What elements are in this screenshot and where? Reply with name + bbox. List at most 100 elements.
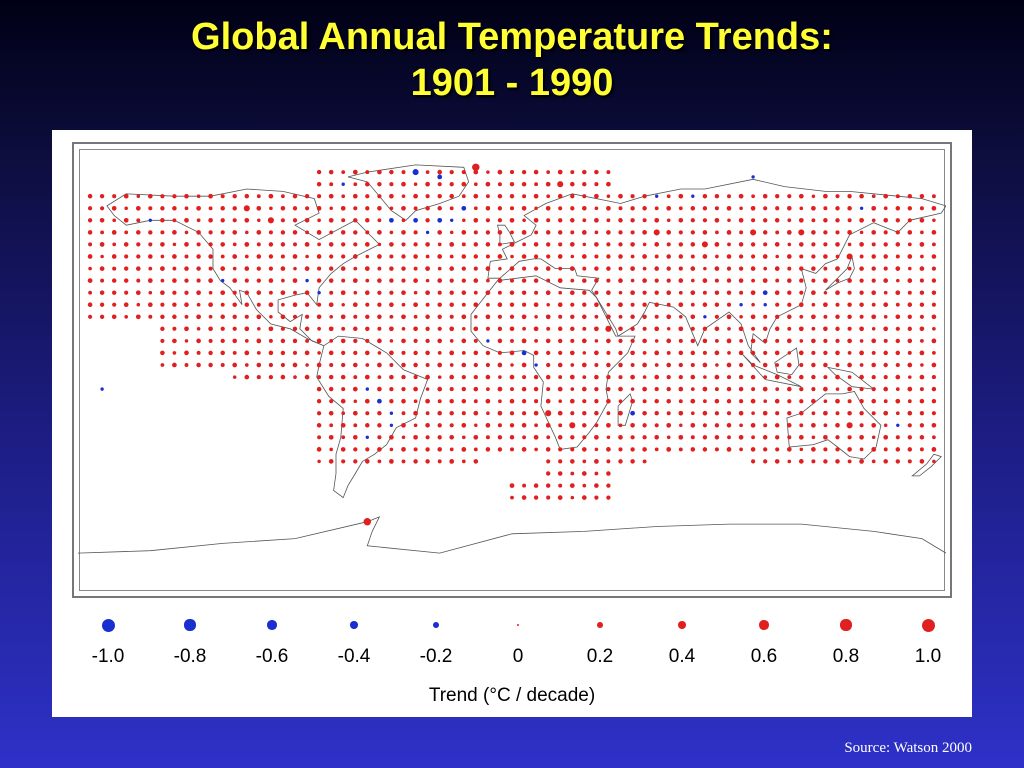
warming-trend-dot <box>461 181 467 187</box>
warming-trend-dot <box>377 423 382 428</box>
warming-trend-dot <box>558 483 563 488</box>
warming-trend-dot <box>123 242 129 247</box>
warming-trend-dot <box>413 375 418 380</box>
warming-trend-dot <box>268 266 273 271</box>
warming-trend-dot <box>702 423 707 428</box>
warming-trend-dot <box>160 350 165 356</box>
warming-trend-dot <box>606 314 611 320</box>
warming-trend-dot <box>521 386 527 392</box>
warming-trend-dot <box>317 351 321 355</box>
warming-trend-dot <box>932 326 936 331</box>
warming-trend-dot <box>739 230 744 235</box>
warming-trend-dot <box>401 326 406 331</box>
warming-trend-dot <box>196 302 201 307</box>
warming-trend-dot <box>243 205 250 212</box>
warming-trend-dot <box>594 230 599 235</box>
warming-trend-dot <box>871 314 877 320</box>
warming-trend-dot <box>630 278 635 283</box>
warming-trend-dot <box>244 363 249 367</box>
warming-trend-dot <box>244 242 250 247</box>
warming-trend-dot <box>811 278 816 283</box>
warming-trend-dot <box>775 302 780 307</box>
legend-label: 0 <box>512 646 524 667</box>
warming-trend-dot <box>907 206 912 211</box>
warming-trend-dot <box>859 339 864 343</box>
warming-trend-dot <box>630 230 635 235</box>
warming-trend-dot <box>172 266 177 271</box>
cooling-trend-dot <box>305 278 309 283</box>
warming-trend-dot <box>304 374 310 380</box>
warming-trend-dot <box>437 362 443 368</box>
warming-trend-dot <box>739 338 744 343</box>
warming-trend-dot <box>280 194 285 199</box>
warming-trend-dot <box>606 362 611 368</box>
warming-trend-dot <box>726 278 732 283</box>
warming-trend-dot <box>87 206 93 211</box>
warming-trend-dot <box>413 314 418 319</box>
legend-dot-box <box>406 610 466 640</box>
warming-trend-dot <box>425 326 430 331</box>
warming-trend-dot <box>328 217 334 223</box>
warming-trend-dot <box>811 387 816 392</box>
warming-trend-dot <box>907 410 913 416</box>
warming-trend-dot <box>497 326 503 331</box>
warming-trend-dot <box>449 423 454 428</box>
warming-trend-dot <box>389 339 394 343</box>
warming-trend-dot <box>594 483 599 488</box>
warming-trend-dot <box>823 230 828 235</box>
warming-trend-dot <box>883 278 889 283</box>
warming-trend-dot <box>630 447 635 452</box>
warming-trend-dot <box>232 350 237 355</box>
warming-trend-dot <box>534 206 538 211</box>
warming-trend-dot <box>522 266 527 271</box>
warming-trend-dot <box>605 325 612 332</box>
warming-trend-dot <box>654 290 659 295</box>
warming-trend-dot <box>509 447 515 452</box>
legend-label: -0.4 <box>337 646 371 667</box>
warming-trend-dot <box>497 290 502 295</box>
warming-trend-dot <box>497 410 503 416</box>
warming-trend-dot <box>606 435 611 440</box>
warming-trend-dot <box>907 399 912 404</box>
legend-item: 1.0 <box>898 610 958 668</box>
warming-trend-dot <box>642 410 647 416</box>
warming-trend-dot <box>594 374 599 380</box>
warming-trend-dot <box>557 362 563 368</box>
warming-trend-dot <box>425 254 430 259</box>
warming-trend-dot <box>799 423 804 428</box>
warming-trend-dot <box>883 362 888 368</box>
warming-trend-dot <box>196 230 201 235</box>
warming-trend-dot <box>473 278 479 283</box>
warming-trend-dot <box>497 423 502 428</box>
warming-trend-dot <box>835 206 840 211</box>
warming-trend-dot <box>787 423 792 428</box>
warming-trend-dot <box>678 338 683 343</box>
warming-trend-dot <box>533 350 539 356</box>
warming-trend-dot <box>328 374 334 380</box>
warming-trend-dot <box>594 217 599 223</box>
warming-trend-dot <box>473 302 479 308</box>
warming-trend-dot <box>401 302 406 307</box>
warming-trend-dot <box>509 326 515 332</box>
warming-trend-dot <box>642 278 647 283</box>
legend-item: 0.6 <box>734 610 794 668</box>
warming-trend-dot <box>871 435 876 440</box>
warming-trend-dot <box>546 459 551 464</box>
warming-trend-dot <box>534 315 538 319</box>
warming-trend-dot <box>823 434 828 440</box>
warming-trend-dot <box>389 363 394 367</box>
warming-trend-dot <box>377 218 382 223</box>
warming-trend-dot <box>340 338 346 344</box>
warming-trend-dot <box>883 314 888 319</box>
warming-trend-dot <box>931 230 937 235</box>
warming-trend-dot <box>931 242 936 247</box>
warming-trend-dot <box>931 411 936 416</box>
warming-trend-dot <box>618 410 623 416</box>
warming-trend-dot <box>666 266 671 271</box>
warming-trend-dot <box>461 290 467 295</box>
warming-trend-dot <box>654 363 659 367</box>
warming-trend-dot <box>557 495 563 500</box>
warming-trend-dot <box>160 242 165 247</box>
warming-trend-dot <box>377 314 382 320</box>
warming-trend-dot <box>160 302 165 307</box>
